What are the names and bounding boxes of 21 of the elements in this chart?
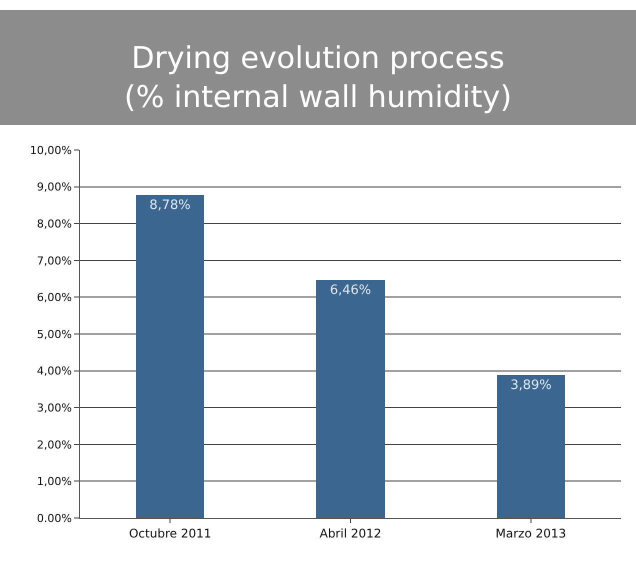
y-tick-label: 9,00%: [36, 180, 72, 194]
y-tick-label: 3,00%: [36, 401, 72, 414]
bar: [316, 280, 385, 518]
data-label: 8,78%: [149, 198, 191, 213]
y-tick-label: 7,00%: [36, 254, 72, 268]
y-tick-label: 5,00%: [36, 328, 72, 341]
y-tick-label: 6,00%: [36, 291, 72, 304]
data-label: 3,89%: [510, 378, 552, 393]
y-tick-label: 8,00%: [36, 217, 72, 230]
bar: [136, 195, 204, 518]
y-tick-label: 2,00%: [36, 438, 72, 452]
y-tick-label: 0.00%: [36, 512, 72, 525]
y-tick-label: 4,00%: [36, 364, 72, 378]
x-tick-label: Marzo 2013: [496, 526, 566, 540]
y-tick-label: 1,00%: [36, 475, 72, 488]
y-tick-label: 10,00%: [30, 144, 72, 157]
data-label: 6,46%: [330, 283, 372, 298]
bar: [497, 375, 565, 518]
chart-title: Drying evolution process (% internal wall humidity): [124, 41, 512, 115]
x-tick-label: Abril 2012: [320, 526, 382, 540]
x-tick-label: Octubre 2011: [128, 526, 212, 540]
